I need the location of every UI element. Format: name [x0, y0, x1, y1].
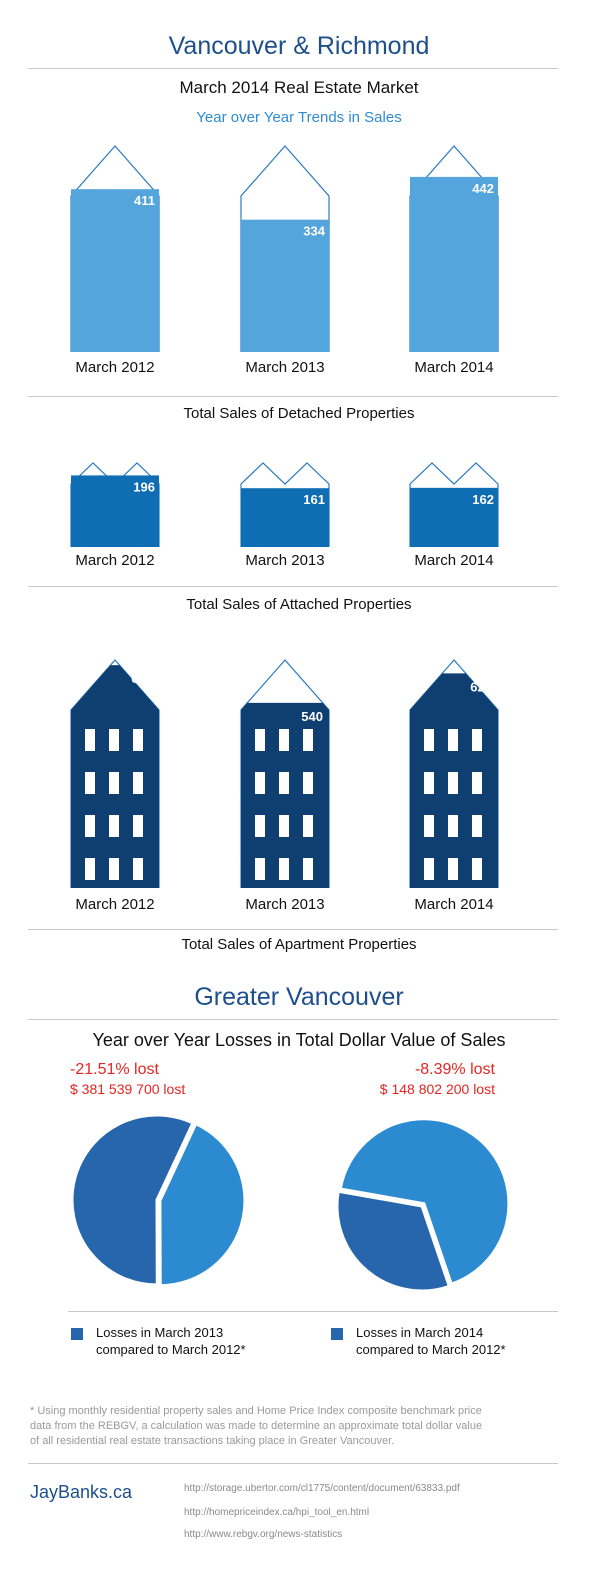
window [133, 729, 143, 751]
footnote: * Using monthly residential property sal… [30, 1405, 483, 1447]
window [255, 815, 265, 837]
window [472, 729, 482, 751]
pie-slice-loss [335, 1189, 452, 1293]
page-title: Vancouver & Richmond [168, 32, 430, 60]
attached-bar [410, 487, 498, 547]
detached-month-1: March 2012 [75, 359, 155, 376]
legend-left: Losses in March 2013 compared to March 2… [96, 1324, 246, 1358]
divider [28, 929, 558, 930]
detached-bar [410, 176, 498, 352]
detached-value-label: 442 [472, 181, 494, 196]
detached-section-title: Total Sales of Detached Properties [183, 405, 415, 422]
window [85, 729, 95, 751]
window [255, 772, 265, 794]
window [472, 772, 482, 794]
window [255, 729, 265, 751]
pie-slice-remaining [338, 1117, 511, 1287]
legend-left-line2: compared to March 2012* [96, 1342, 246, 1357]
window [109, 858, 119, 880]
divider [68, 1311, 558, 1312]
pie-slice-remaining [158, 1121, 247, 1288]
window [279, 772, 289, 794]
legend-swatch-right [331, 1328, 343, 1340]
divider [28, 68, 558, 69]
townhouse-outline [409, 462, 499, 547]
attached-month-2: March 2013 [245, 552, 325, 569]
window [424, 858, 434, 880]
divider [28, 1463, 558, 1464]
window [472, 858, 482, 880]
legend-right: Losses in March 2014 compared to March 2… [356, 1324, 506, 1358]
apartment-value-label: 626 [470, 679, 492, 694]
window [424, 729, 434, 751]
window [424, 772, 434, 794]
source-link-3[interactable]: http://www.rebgv.org/news-statistics [184, 1529, 343, 1540]
window [303, 729, 313, 751]
window [279, 858, 289, 880]
window [303, 772, 313, 794]
attached-month-1: March 2012 [75, 552, 155, 569]
detached-month-2: March 2013 [245, 359, 325, 376]
window [109, 772, 119, 794]
pie-slice-loss [70, 1113, 195, 1287]
brand-link[interactable]: JayBanks.ca [30, 1482, 133, 1502]
apartment-month-1: March 2012 [75, 896, 155, 913]
apartment-month-2: March 2013 [245, 896, 325, 913]
window [448, 858, 458, 880]
attached-month-3: March 2014 [414, 552, 494, 569]
window [472, 815, 482, 837]
window [133, 858, 143, 880]
apartment-section-title: Total Sales of Apartment Properties [181, 936, 417, 953]
window [424, 815, 434, 837]
attached-value-label: 161 [303, 492, 325, 507]
window [279, 729, 289, 751]
window [133, 772, 143, 794]
left-pie-percent: -21.51% lost [70, 1061, 159, 1078]
window [303, 815, 313, 837]
window [255, 858, 265, 880]
apartment-value-label: 540 [301, 709, 323, 724]
window [279, 815, 289, 837]
attached-bar [241, 488, 329, 547]
window [85, 858, 95, 880]
divider [28, 1019, 558, 1020]
window [85, 772, 95, 794]
attached-value-label: 196 [133, 479, 155, 494]
right-pie-amount: $ 148 802 200 lost [379, 1081, 495, 1097]
window [85, 815, 95, 837]
loss-chart-title: Year over Year Losses in Total Dollar Va… [92, 1030, 506, 1050]
source-link-2[interactable]: http://homepriceindex.ca/hpi_tool_en.htm… [184, 1507, 370, 1518]
apartment-value-label: 650 [131, 671, 153, 686]
legend-right-line2: compared to March 2012* [356, 1342, 506, 1357]
townhouse-outline [240, 462, 330, 547]
attached-section-title: Total Sales of Attached Properties [186, 596, 412, 613]
window [109, 729, 119, 751]
detached-value-label: 334 [303, 224, 325, 239]
source-link-1[interactable]: http://storage.ubertor.com/cl1775/conten… [184, 1483, 460, 1494]
window [303, 858, 313, 880]
window [109, 815, 119, 837]
detached-bar [241, 219, 329, 352]
detached-month-3: March 2014 [414, 359, 494, 376]
detached-bar [71, 189, 159, 352]
legend-swatch-left [71, 1328, 83, 1340]
divider [28, 586, 558, 587]
page-tagline: Year over Year Trends in Sales [196, 109, 402, 126]
window [448, 729, 458, 751]
left-pie-amount: $ 381 539 700 lost [70, 1081, 186, 1097]
attached-bar [71, 475, 159, 547]
window [448, 815, 458, 837]
right-pie-percent: -8.39% lost [414, 1061, 495, 1078]
page-subtitle: March 2014 Real Estate Market [179, 78, 419, 97]
legend-left-line1: Losses in March 2013 [96, 1325, 224, 1340]
attached-value-label: 162 [472, 492, 494, 507]
greater-vancouver-title: Greater Vancouver [194, 983, 404, 1011]
legend-right-line1: Losses in March 2014 [356, 1325, 484, 1340]
window [448, 772, 458, 794]
apartment-month-3: March 2014 [414, 896, 494, 913]
divider [28, 396, 558, 397]
window [133, 815, 143, 837]
detached-value-label: 411 [134, 193, 155, 208]
